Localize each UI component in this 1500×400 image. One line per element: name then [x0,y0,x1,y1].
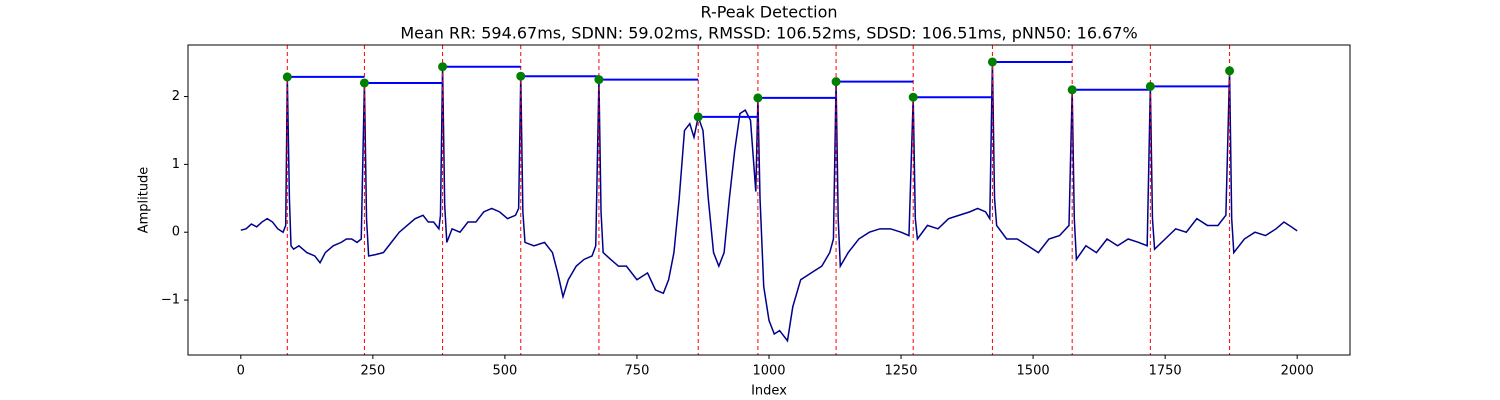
y-tick-label: −1 [161,293,180,308]
x-tick-label: 750 [625,364,650,379]
peak-point [1067,85,1077,95]
peak-point [987,57,997,67]
peak-point [438,62,448,72]
peak-point [516,71,526,81]
y-tick-label: 0 [172,225,180,240]
x-tick-label: 500 [492,364,517,379]
x-tick-label: 1000 [752,364,785,379]
peak-point [753,93,763,103]
x-tick-label: 1250 [884,364,917,379]
y-tick-label: 2 [172,89,180,104]
peak-point [282,72,292,82]
peak-point [908,92,918,102]
x-tick-label: 1750 [1149,364,1182,379]
peak-point [594,75,604,85]
plot-frame [187,44,1351,356]
peak-point [1145,81,1155,91]
x-tick-label: 2000 [1281,364,1314,379]
peak-point [831,77,841,87]
chart-subtitle: Mean RR: 594.67ms, SDNN: 59.02ms, RMSSD:… [400,24,1137,43]
signal-line [240,61,1298,343]
peak-point [693,112,703,122]
chart-title: R-Peak Detection [700,3,837,22]
x-tick-label: 250 [360,364,385,379]
x-tick-label: 1500 [1017,364,1050,379]
y-tick-label: 1 [172,157,180,172]
peak-point [359,78,369,88]
x-tick-label: 0 [237,364,245,379]
peak-point [1225,66,1235,76]
x-axis-label: Index [751,384,787,399]
y-axis-label: Amplitude [137,167,152,234]
